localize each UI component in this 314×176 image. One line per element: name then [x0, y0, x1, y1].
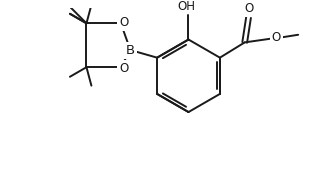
Text: O: O: [272, 31, 281, 44]
Text: O: O: [245, 2, 254, 15]
Text: OH: OH: [178, 0, 196, 13]
Text: O: O: [119, 62, 128, 75]
Text: B: B: [126, 43, 135, 56]
Text: O: O: [119, 16, 128, 29]
